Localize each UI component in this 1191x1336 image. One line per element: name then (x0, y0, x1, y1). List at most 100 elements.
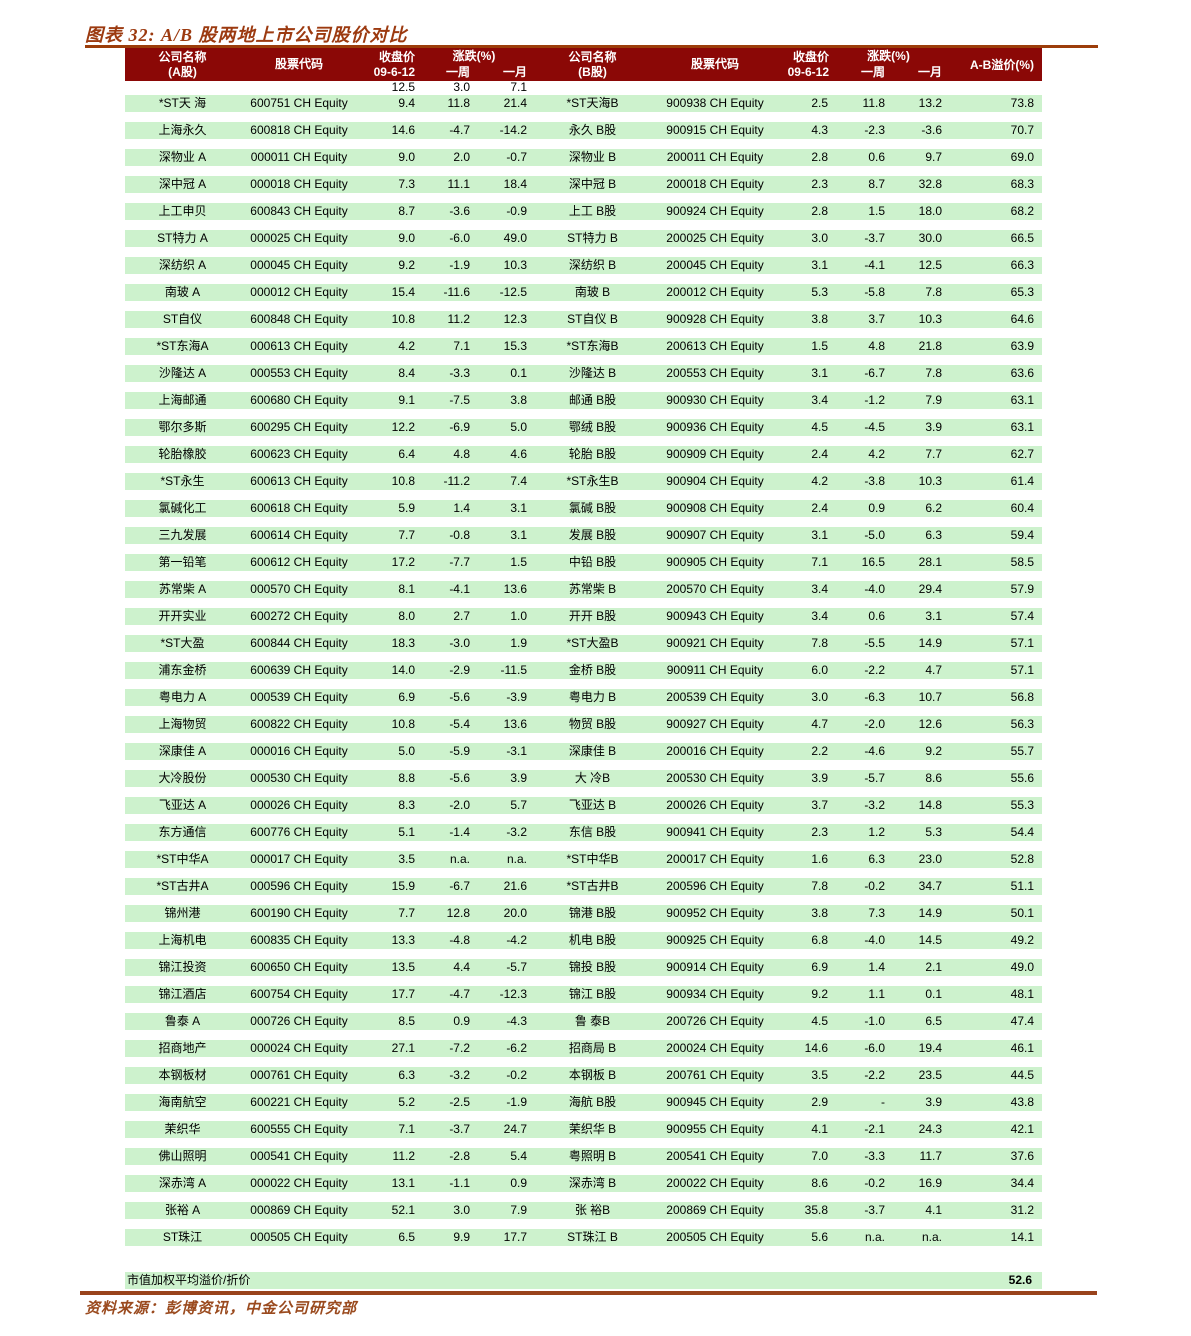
cell-ticker-b: 900928 CH Equity (666, 312, 764, 326)
cell-close-b: 8.6 (811, 1176, 828, 1190)
cell-company-b: 飞亚达 B (568, 798, 617, 812)
cell-close-a: 8.8 (398, 771, 415, 785)
cell-month-b: 3.9 (925, 420, 942, 434)
cell-ticker-b: 900934 CH Equity (666, 987, 764, 1001)
table-row: 佛山照明 000541 CH Equity 11.2 -2.8 5.4 粤照明 B 2005… (125, 1148, 1042, 1165)
cell-ticker-b: 200024 CH Equity (666, 1041, 764, 1055)
cell-ticker-a: 600844 CH Equity (250, 636, 348, 650)
cell-premium: 42.1 (1010, 1122, 1034, 1136)
cell-month-b: 11.7 (919, 1149, 942, 1163)
cell-premium: 55.7 (1010, 744, 1034, 758)
cell-week-b: 8.7 (868, 177, 885, 191)
table-row: 茉织华 600555 CH Equity 7.1 -3.7 24.7 茉织华 B 90095… (125, 1121, 1042, 1138)
cell-premium: 56.8 (1010, 690, 1034, 704)
cell-month-a: 12.3 (503, 312, 527, 326)
cell-ticker-a: 600754 CH Equity (250, 987, 348, 1001)
cell-week-a: -5.4 (449, 717, 470, 731)
cell-week-a: -4.7 (449, 987, 470, 1001)
cell-ticker-b: 900930 CH Equity (666, 393, 764, 407)
cell-ticker-b: 900938 CH Equity (666, 96, 764, 110)
cell-company-a: 上海机电 (158, 933, 207, 947)
cell-month-b: 23.5 (918, 1068, 942, 1082)
cell-company-b: 深物业 B (568, 150, 617, 164)
cell-company-b: 轮胎 B股 (568, 447, 617, 461)
cell-premium: 59.4 (1010, 528, 1034, 542)
header-change-b: 涨跌(%) (867, 49, 910, 63)
cell-week-b: -1.0 (864, 1014, 885, 1028)
table-row: 南玻 A 000012 CH Equity 15.4 -11.6 -12.5 南玻 B 20… (125, 284, 1042, 301)
header-company-a: 公司名称 (A股) (158, 49, 207, 79)
cell-month-a: -0.9 (506, 204, 527, 218)
cell-close-b: 3.1 (811, 366, 828, 380)
cell-ticker-a: 600613 CH Equity (250, 474, 348, 488)
cell-premium: 49.2 (1010, 933, 1034, 947)
cell-company-a: 上工申贝 (158, 204, 207, 218)
cell-week-a: 7.1 (453, 339, 470, 353)
cell-company-b: 苏常柴 B (568, 582, 617, 596)
cell-month-b: 6.3 (925, 528, 942, 542)
cell-close-b: 5.3 (811, 285, 828, 299)
cell-month-a: -3.9 (506, 690, 527, 704)
header-ticker-a: 股票代码 (274, 57, 323, 71)
cell-ticker-b: 200017 CH Equity (666, 852, 764, 866)
cell-close-b: 4.5 (811, 420, 828, 434)
cell-month-b: -3.6 (921, 123, 942, 137)
cell-month-b: 2.1 (925, 960, 942, 974)
cell-week-a: 11.2 (447, 312, 470, 326)
cell-premium: 43.8 (1010, 1095, 1034, 1109)
cell-company-b: 深中冠 B (568, 177, 617, 191)
cell-close-b: 2.2 (811, 744, 828, 758)
cell-ticker-b: 200613 CH Equity (666, 339, 764, 353)
cell-close-a: 8.1 (398, 582, 415, 596)
cell-month-b: 24.3 (918, 1122, 942, 1136)
cell-ticker-a: 600614 CH Equity (250, 528, 348, 542)
cell-week-b: -4.6 (864, 744, 885, 758)
cell-ticker-b: 200025 CH Equity (666, 231, 764, 245)
table-row: 锦江酒店 600754 CH Equity 17.7 -4.7 -12.3 锦江 B股 90… (125, 986, 1042, 1003)
cell-company-b: 大 冷B (574, 771, 611, 785)
cell-company-b: 深纺织 B (568, 258, 617, 272)
cell-month-a: 24.7 (503, 1122, 527, 1136)
cell-close-a: 12.2 (391, 420, 415, 434)
cell-month-b: 6.5 (925, 1014, 942, 1028)
cell-company-b: 海航 B股 (568, 1095, 617, 1109)
cell-week-b: -4.0 (864, 933, 885, 947)
cell-week-a: -2.0 (449, 798, 470, 812)
cell-month-a: 21.4 (503, 96, 527, 110)
cell-close-b: 7.0 (811, 1149, 828, 1163)
table-rows: *ST天 海 600751 CH Equity 9.4 11.8 21.4 *ST天海B 9… (125, 95, 1042, 1246)
cell-month-a: -0.2 (506, 1068, 527, 1082)
table-row: *ST古井A 000596 CH Equity 15.9 -6.7 21.6 *ST古井B… (125, 878, 1042, 895)
cell-month-a: 7.9 (510, 1203, 527, 1217)
cell-month-b: 30.0 (918, 231, 942, 245)
cell-premium: 66.5 (1010, 231, 1034, 245)
cell-premium: 57.1 (1010, 636, 1034, 650)
cell-close-b: 2.3 (811, 177, 828, 191)
cell-ticker-a: 000045 CH Equity (250, 258, 348, 272)
cell-ticker-b: 200761 CH Equity (666, 1068, 764, 1082)
cell-company-a: 锦州港 (164, 906, 201, 920)
cell-close-a: 15.9 (391, 879, 415, 893)
cell-week-a: -11.6 (443, 285, 470, 299)
cell-close-b: 2.4 (811, 447, 828, 461)
cell-week-b: -4.0 (864, 582, 885, 596)
cell-premium: 68.3 (1010, 177, 1034, 191)
cell-month-b: 7.7 (925, 447, 942, 461)
cell-company-a: 上海永久 (158, 123, 207, 137)
cell-premium: 58.5 (1010, 555, 1034, 569)
cell-close-b: 2.5 (811, 96, 828, 110)
footer-value: 52.6 (1008, 1273, 1032, 1287)
cell-month-a: -11.5 (500, 663, 527, 677)
cell-week-b: -1.2 (864, 393, 885, 407)
cell-close-b: 2.4 (811, 501, 828, 515)
header-week-a: 一周 (445, 65, 470, 79)
cell-month-a: 3.9 (510, 771, 527, 785)
cell-week-b: -5.7 (864, 771, 885, 785)
cell-month-b: 12.6 (918, 717, 942, 731)
table-row: 上工申贝 600843 CH Equity 8.7 -3.6 -0.9 上工 B股 9009… (125, 203, 1042, 220)
cell-month-b: 13.2 (918, 96, 942, 110)
cell-ticker-b: 200553 CH Equity (666, 366, 764, 380)
table-row: 张裕 A 000869 CH Equity 52.1 3.0 7.9 张 裕B 200869… (125, 1202, 1042, 1219)
cell-month-a: n.a. (506, 852, 527, 866)
